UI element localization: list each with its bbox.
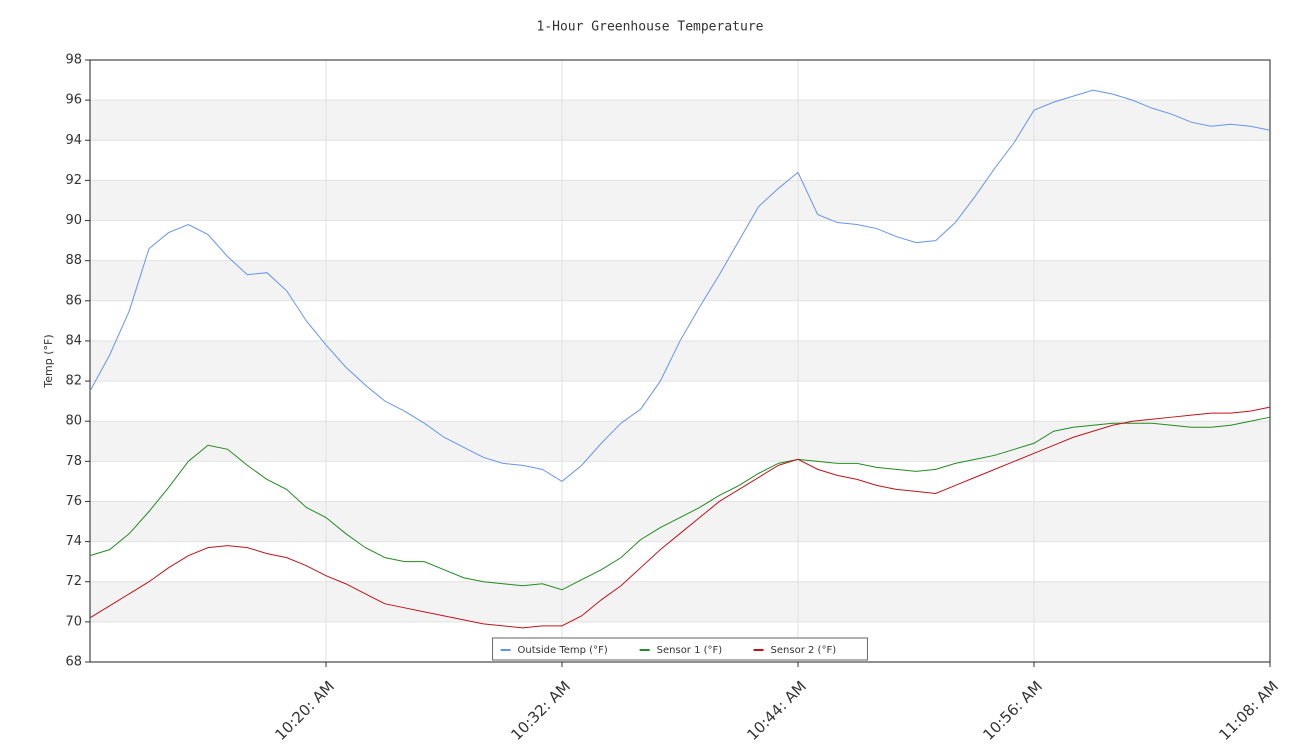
- grid-band: [90, 581, 1270, 622]
- x-tick-label: 10:56: AM: [979, 677, 1046, 744]
- grid-band: [90, 421, 1270, 462]
- x-tick-label: 10:44: AM: [743, 677, 810, 744]
- y-tick-label: 74: [65, 534, 82, 549]
- y-tick-label: 68: [65, 655, 82, 670]
- y-tick-label: 96: [65, 93, 82, 108]
- y-tick-label: 84: [65, 333, 82, 348]
- x-tick-label: 10:32: AM: [507, 677, 574, 744]
- line-series: [89, 89, 1271, 483]
- y-tick-label: 86: [65, 293, 82, 308]
- y-tick-label: 94: [65, 133, 82, 148]
- chart-title: 1-Hour Greenhouse Temperature: [537, 20, 764, 35]
- y-tick-label: 90: [65, 213, 82, 228]
- plot-frame: [89, 59, 1271, 663]
- y-tick-label: 98: [65, 53, 82, 68]
- grid-band: [90, 260, 1270, 301]
- grid-band: [90, 501, 1270, 542]
- x-tick-label: 10:20: AM: [271, 677, 338, 744]
- y-tick-label: 72: [65, 574, 82, 589]
- grid-band: [90, 100, 1270, 141]
- line-series: [89, 406, 1271, 629]
- y-tick-label: 92: [65, 173, 82, 188]
- y-tick-label: 76: [65, 494, 82, 509]
- x-tick-label: 11:08: AM: [1215, 677, 1282, 744]
- line-series: [89, 416, 1271, 591]
- y-tick-label: 70: [65, 614, 82, 629]
- y-axis-label: Temp (°F): [42, 334, 55, 388]
- legend-label: Outside Temp (°F): [518, 645, 608, 656]
- legend-label: Sensor 2 (°F): [771, 645, 837, 656]
- legend-box: [492, 637, 868, 661]
- grid-band: [90, 180, 1270, 221]
- legend-label: Sensor 1 (°F): [657, 645, 723, 656]
- legend: Outside Temp (°F) Sensor 1 (°F) Sensor 2 (…: [492, 637, 868, 661]
- y-tick-label: 88: [65, 253, 82, 268]
- y-tick-label: 78: [65, 454, 82, 469]
- y-tick-label: 80: [65, 414, 82, 429]
- grid-band: [90, 340, 1270, 382]
- y-tick-label: 82: [65, 374, 82, 389]
